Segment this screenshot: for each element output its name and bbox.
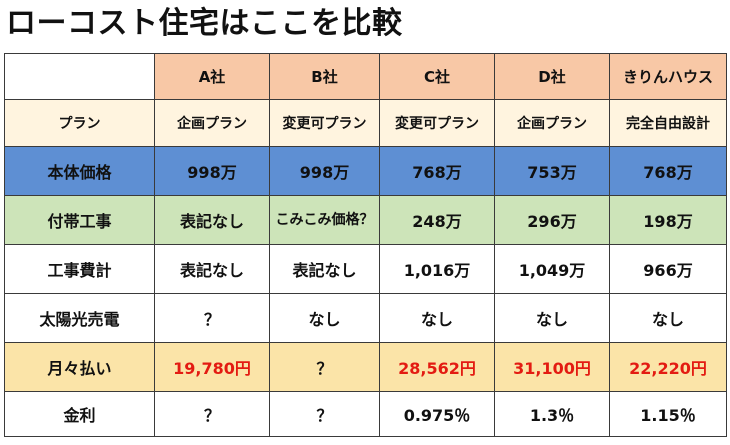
table-cell: 198万	[609, 195, 727, 245]
table-cell: 企画プラン	[494, 99, 610, 147]
table-row-main-price: 本体価格 998万 998万 768万 753万 768万	[4, 146, 727, 196]
table-cell: 28,562円	[379, 342, 495, 392]
row-label-plan: プラン	[4, 99, 155, 147]
table-row-total-cost: 工事費計 表記なし 表記なし 1,016万 1,049万 966万	[4, 244, 727, 294]
table-row-solar: 太陽光売電 ？ なし なし なし なし	[4, 293, 727, 343]
table-cell: ？	[154, 391, 270, 437]
table-cell: 22,220円	[609, 342, 727, 392]
row-label-solar: 太陽光売電	[4, 293, 155, 343]
table-cell: 966万	[609, 244, 727, 294]
row-label-interest-rate: 金利	[4, 391, 155, 437]
table-cell: 19,780円	[154, 342, 270, 392]
table-cell: 変更可プラン	[379, 99, 495, 147]
column-header-c: C社	[379, 53, 495, 100]
table-cell: 表記なし	[154, 244, 270, 294]
table-cell: こみこみ価格？	[269, 195, 380, 245]
table-cell: ？	[269, 391, 380, 437]
table-cell: なし	[494, 293, 610, 343]
column-header-a: A社	[154, 53, 270, 100]
table-cell: 0.975％	[379, 391, 495, 437]
row-label-additional-work: 付帯工事	[4, 195, 155, 245]
table-cell: 完全自由設計	[609, 99, 727, 147]
table-cell: 248万	[379, 195, 495, 245]
header-corner-cell	[4, 53, 155, 100]
table-cell: 753万	[494, 146, 610, 196]
table-row-monthly-payment: 月々払い 19,780円 ？ 28,562円 31,100円 22,220円	[4, 342, 727, 392]
table-row-additional-work: 付帯工事 表記なし こみこみ価格？ 248万 296万 198万	[4, 195, 727, 245]
table-cell: 998万	[269, 146, 380, 196]
table-cell: 768万	[379, 146, 495, 196]
table-cell: 768万	[609, 146, 727, 196]
table-row-plan: プラン 企画プラン 変更可プラン 変更可プラン 企画プラン 完全自由設計	[4, 99, 727, 147]
table-cell: 1.15％	[609, 391, 727, 437]
row-label-total-cost: 工事費計	[4, 244, 155, 294]
table-cell: なし	[379, 293, 495, 343]
table-cell: 1,049万	[494, 244, 610, 294]
column-header-b: B社	[269, 53, 380, 100]
table-cell: 998万	[154, 146, 270, 196]
table-cell: 企画プラン	[154, 99, 270, 147]
column-header-d: D社	[494, 53, 610, 100]
table-cell: ？	[154, 293, 270, 343]
table-cell: 1,016万	[379, 244, 495, 294]
table-cell: なし	[609, 293, 727, 343]
table-cell: 表記なし	[154, 195, 270, 245]
table-cell: 1.3％	[494, 391, 610, 437]
row-label-main-price: 本体価格	[4, 146, 155, 196]
table-header-row: A社 B社 C社 D社 きりんハウス	[4, 53, 727, 100]
page-title: ローコスト住宅はここを比較	[6, 6, 403, 41]
table-cell: ？	[269, 342, 380, 392]
comparison-table: A社 B社 C社 D社 きりんハウス プラン 企画プラン 変更可プラン 変更可プ…	[4, 53, 727, 437]
table-cell: なし	[269, 293, 380, 343]
table-cell: 表記なし	[269, 244, 380, 294]
row-label-monthly-payment: 月々払い	[4, 342, 155, 392]
column-header-kirin: きりんハウス	[609, 53, 727, 100]
table-row-interest-rate: 金利 ？ ？ 0.975％ 1.3％ 1.15％	[4, 391, 727, 437]
table-cell: 296万	[494, 195, 610, 245]
table-cell: 31,100円	[494, 342, 610, 392]
table-cell: 変更可プラン	[269, 99, 380, 147]
